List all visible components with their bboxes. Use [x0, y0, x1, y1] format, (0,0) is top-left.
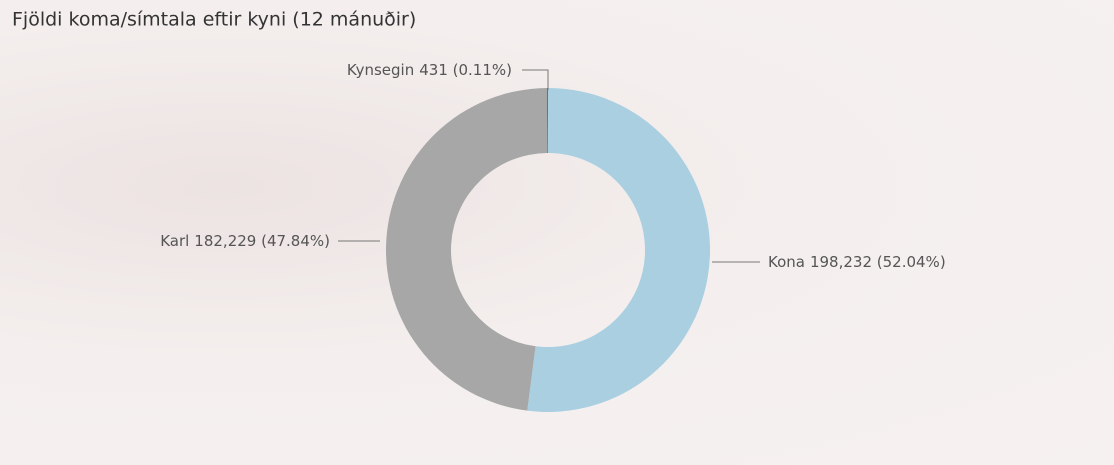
leader-line [522, 69, 549, 90]
slice-label: Karl 182,229 (47.84%) [160, 232, 330, 250]
donut-slice [527, 88, 710, 412]
slice-category: Karl [160, 232, 189, 250]
slice-value: 431 (0.11%) [419, 61, 512, 79]
chart-title: Fjöldi koma/símtala eftir kyni (12 mánuð… [12, 9, 416, 31]
slice-category: Kona [768, 253, 805, 271]
slice-label: Kynsegin 431 (0.11%) [347, 61, 512, 79]
slice-category: Kynsegin [347, 61, 414, 79]
slice-value: 198,232 (52.04%) [810, 253, 946, 271]
donut-slice [546, 88, 548, 154]
slice-value: 182,229 (47.84%) [194, 232, 330, 250]
donut-slice [385, 88, 548, 411]
slice-label: Kona 198,232 (52.04%) [768, 253, 946, 271]
